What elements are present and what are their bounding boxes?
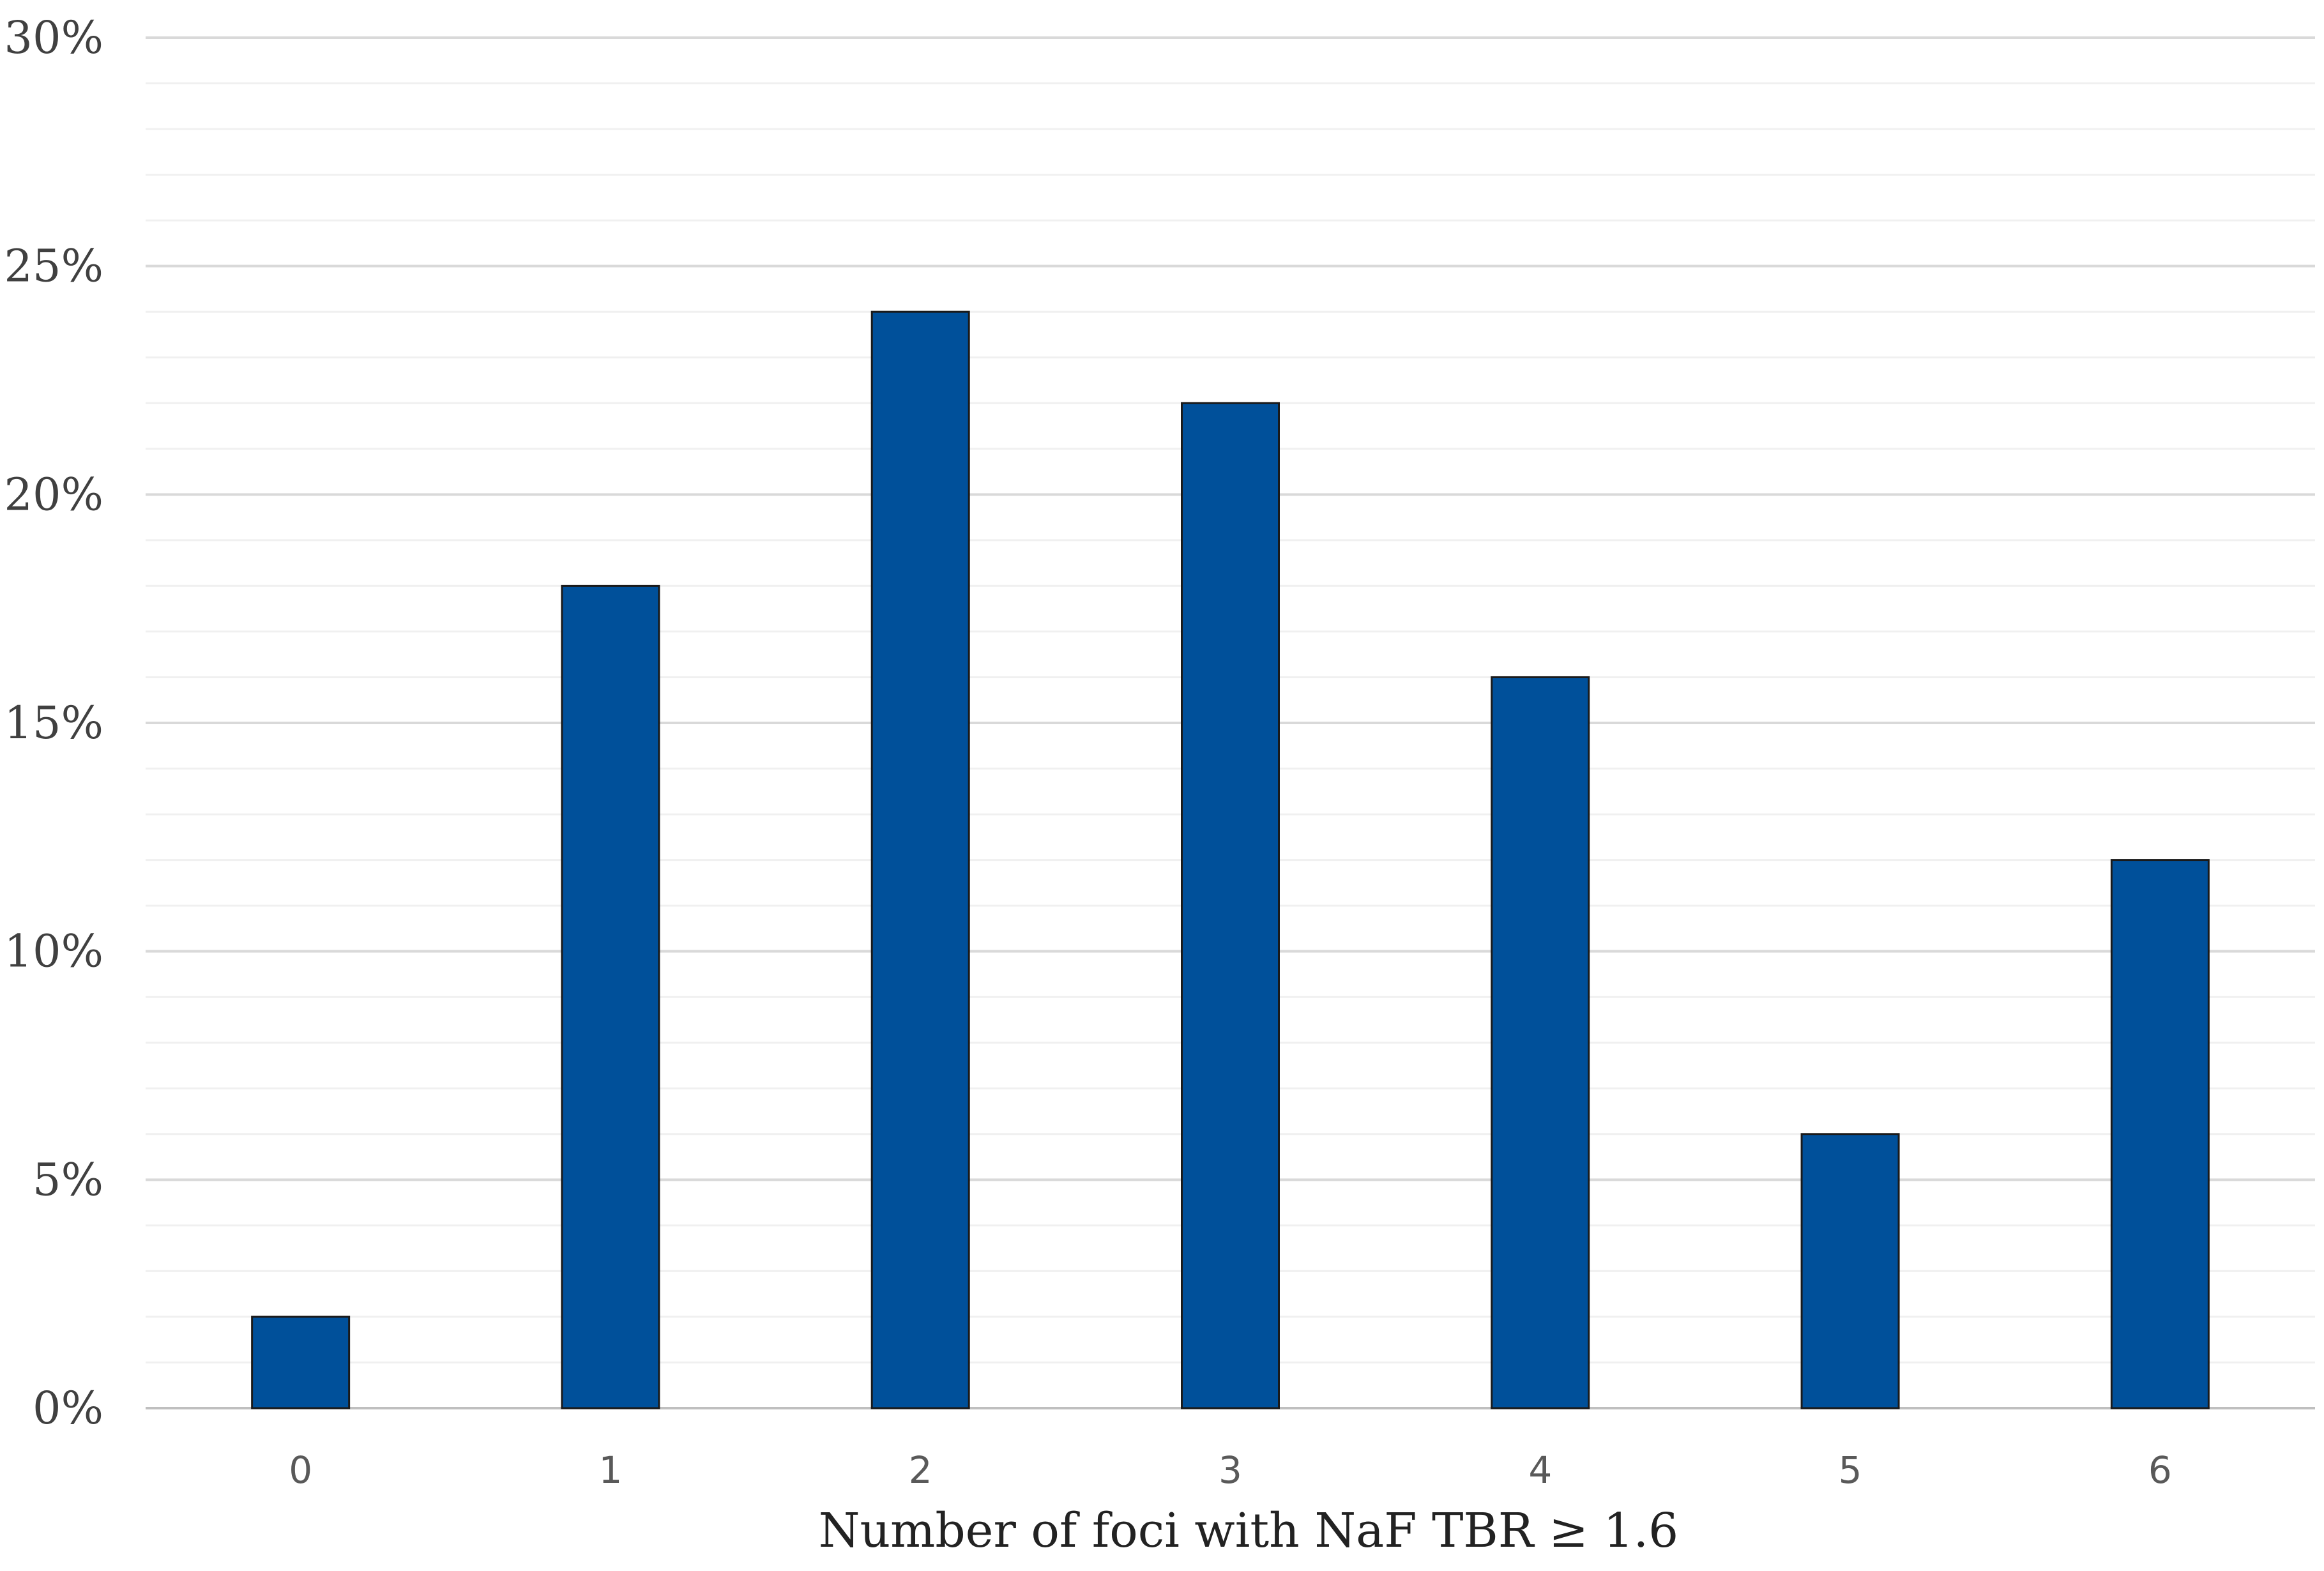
bar-0: [251, 1316, 351, 1409]
x-axis-ticks: 0 1 2 3 4 5 6: [289, 1448, 2172, 1492]
bar-1: [561, 584, 660, 1409]
y-axis-ticks: 0% 5% 10% 15% 20% 25% 30%: [4, 11, 103, 1434]
bars: [251, 310, 2210, 1409]
y-tick-label: 0%: [33, 1382, 103, 1434]
y-tick-label: 25%: [4, 240, 103, 292]
x-tick-label: 6: [2148, 1448, 2172, 1492]
x-tick-label: 3: [1219, 1448, 1242, 1492]
bar-5: [1800, 1133, 1900, 1409]
y-tick-label: 5%: [33, 1153, 103, 1206]
x-axis-label: Number of foci with NaF TBR ≥ 1.6: [819, 1503, 1679, 1558]
bar-2: [870, 310, 970, 1409]
y-tick-label: 30%: [4, 11, 103, 64]
x-tick-label: 2: [909, 1448, 932, 1492]
y-tick-label: 10%: [4, 925, 103, 978]
y-tick-label: 15%: [4, 697, 103, 749]
x-tick-label: 4: [1528, 1448, 1552, 1492]
bar-3: [1181, 402, 1280, 1409]
bar-6: [2110, 859, 2210, 1409]
bar-4: [1491, 676, 1590, 1409]
x-tick-label: 5: [1839, 1448, 1862, 1492]
x-tick-label: 0: [289, 1448, 312, 1492]
x-tick-label: 1: [598, 1448, 622, 1492]
y-tick-label: 20%: [4, 468, 103, 520]
